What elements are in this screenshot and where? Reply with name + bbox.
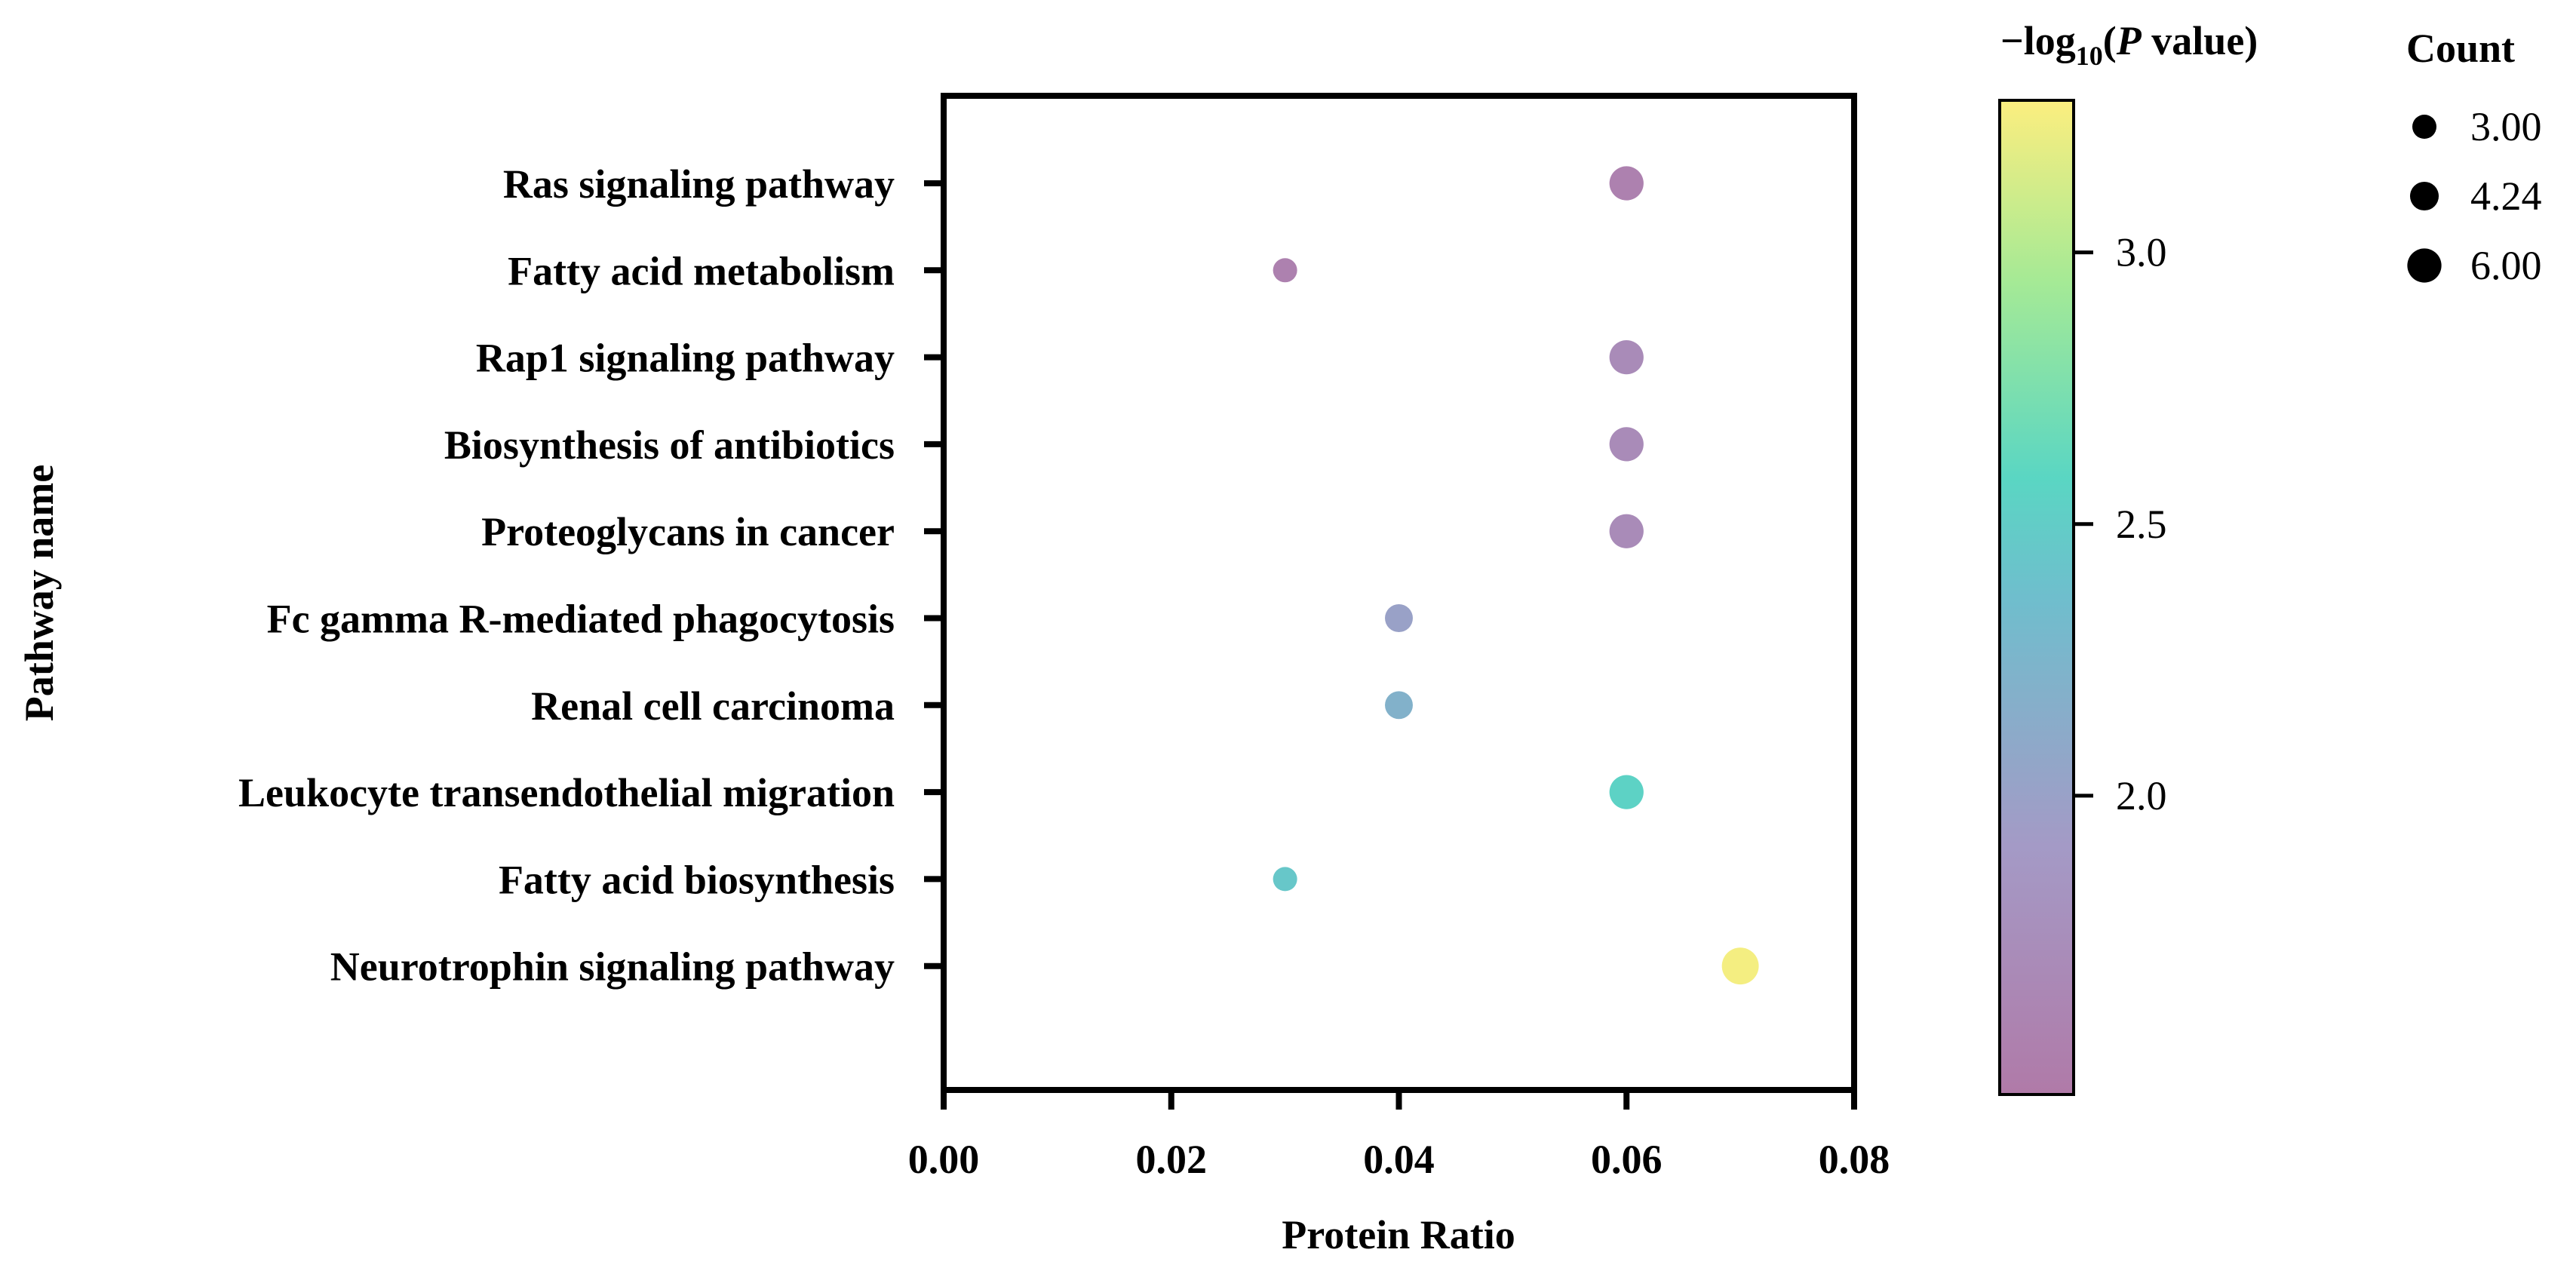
data-point xyxy=(1609,166,1644,201)
colorbar-title-open: ( xyxy=(2103,18,2117,63)
colorbar-ticks: 2.0 2.5 3.0 xyxy=(2074,230,2167,818)
size-legend-title: Count xyxy=(2406,26,2515,71)
size-legend-marker xyxy=(2412,115,2436,139)
x-tick-label: 0.08 xyxy=(1819,1137,1890,1182)
x-axis-label: Protein Ratio xyxy=(1282,1212,1515,1257)
x-tick-label: 0.04 xyxy=(1363,1137,1435,1182)
size-legend-label: 3.00 xyxy=(2470,104,2542,149)
colorbar-title-rest: value) xyxy=(2142,18,2258,63)
y-axis-label: Pathway name xyxy=(17,465,62,721)
x-tick-marks xyxy=(941,1090,1857,1110)
colorbar xyxy=(1998,99,2075,1096)
colorbar-tick-label: 2.0 xyxy=(2116,773,2167,818)
x-tick-label: 0.00 xyxy=(908,1137,980,1182)
y-tick-label: Fatty acid biosynthesis xyxy=(499,857,895,902)
size-legend-label: 6.00 xyxy=(2470,243,2542,288)
size-legend-marker xyxy=(2407,248,2442,283)
y-tick-label: Ras signaling pathway xyxy=(503,161,895,207)
data-point xyxy=(1385,691,1413,720)
data-point xyxy=(1609,514,1644,548)
data-point xyxy=(1273,258,1297,283)
data-point xyxy=(1609,775,1644,809)
y-tick-marks xyxy=(924,180,944,969)
size-legend-marker xyxy=(2409,181,2439,211)
data-point xyxy=(1609,339,1644,375)
y-tick-label: Fatty acid metabolism xyxy=(508,248,895,293)
y-tick-label: Leukocyte transendothelial migration xyxy=(238,770,895,815)
y-tick-labels: Ras signaling pathway Fatty acid metaboli… xyxy=(238,161,895,990)
colorbar-title-log: log xyxy=(2024,18,2076,63)
data-point xyxy=(1273,867,1297,892)
y-tick-label: Neurotrophin signaling pathway xyxy=(330,944,895,990)
data-points xyxy=(1273,166,1759,985)
size-legend-label: 4.24 xyxy=(2470,173,2542,219)
x-tick-label: 0.06 xyxy=(1591,1137,1663,1182)
plot-frame xyxy=(941,93,1857,1093)
y-tick-label: Rap1 signaling pathway xyxy=(476,336,895,381)
x-tick-label: 0.02 xyxy=(1136,1137,1208,1182)
y-tick-label: Biosynthesis of antibiotics xyxy=(444,422,895,468)
colorbar-tick-label: 2.5 xyxy=(2116,502,2167,547)
y-tick-label: Renal cell carcinoma xyxy=(531,683,895,729)
y-tick-label: Proteoglycans in cancer xyxy=(481,509,895,554)
data-point xyxy=(1609,427,1644,462)
colorbar-title-p: P xyxy=(2116,18,2142,63)
data-point xyxy=(1721,947,1759,985)
colorbar-tick-label: 3.0 xyxy=(2116,230,2167,275)
data-point xyxy=(1385,604,1413,632)
colorbar-title-minus: − xyxy=(2000,18,2024,63)
x-tick-labels: 0.00 0.02 0.04 0.06 0.08 xyxy=(908,1137,1890,1182)
colorbar-title: −log10(P value) xyxy=(2000,18,2258,71)
y-tick-label: Fc gamma R-mediated phagocytosis xyxy=(267,597,895,642)
colorbar-title-sub: 10 xyxy=(2076,41,2103,71)
size-legend: 3.00 4.24 6.00 xyxy=(2407,104,2542,288)
